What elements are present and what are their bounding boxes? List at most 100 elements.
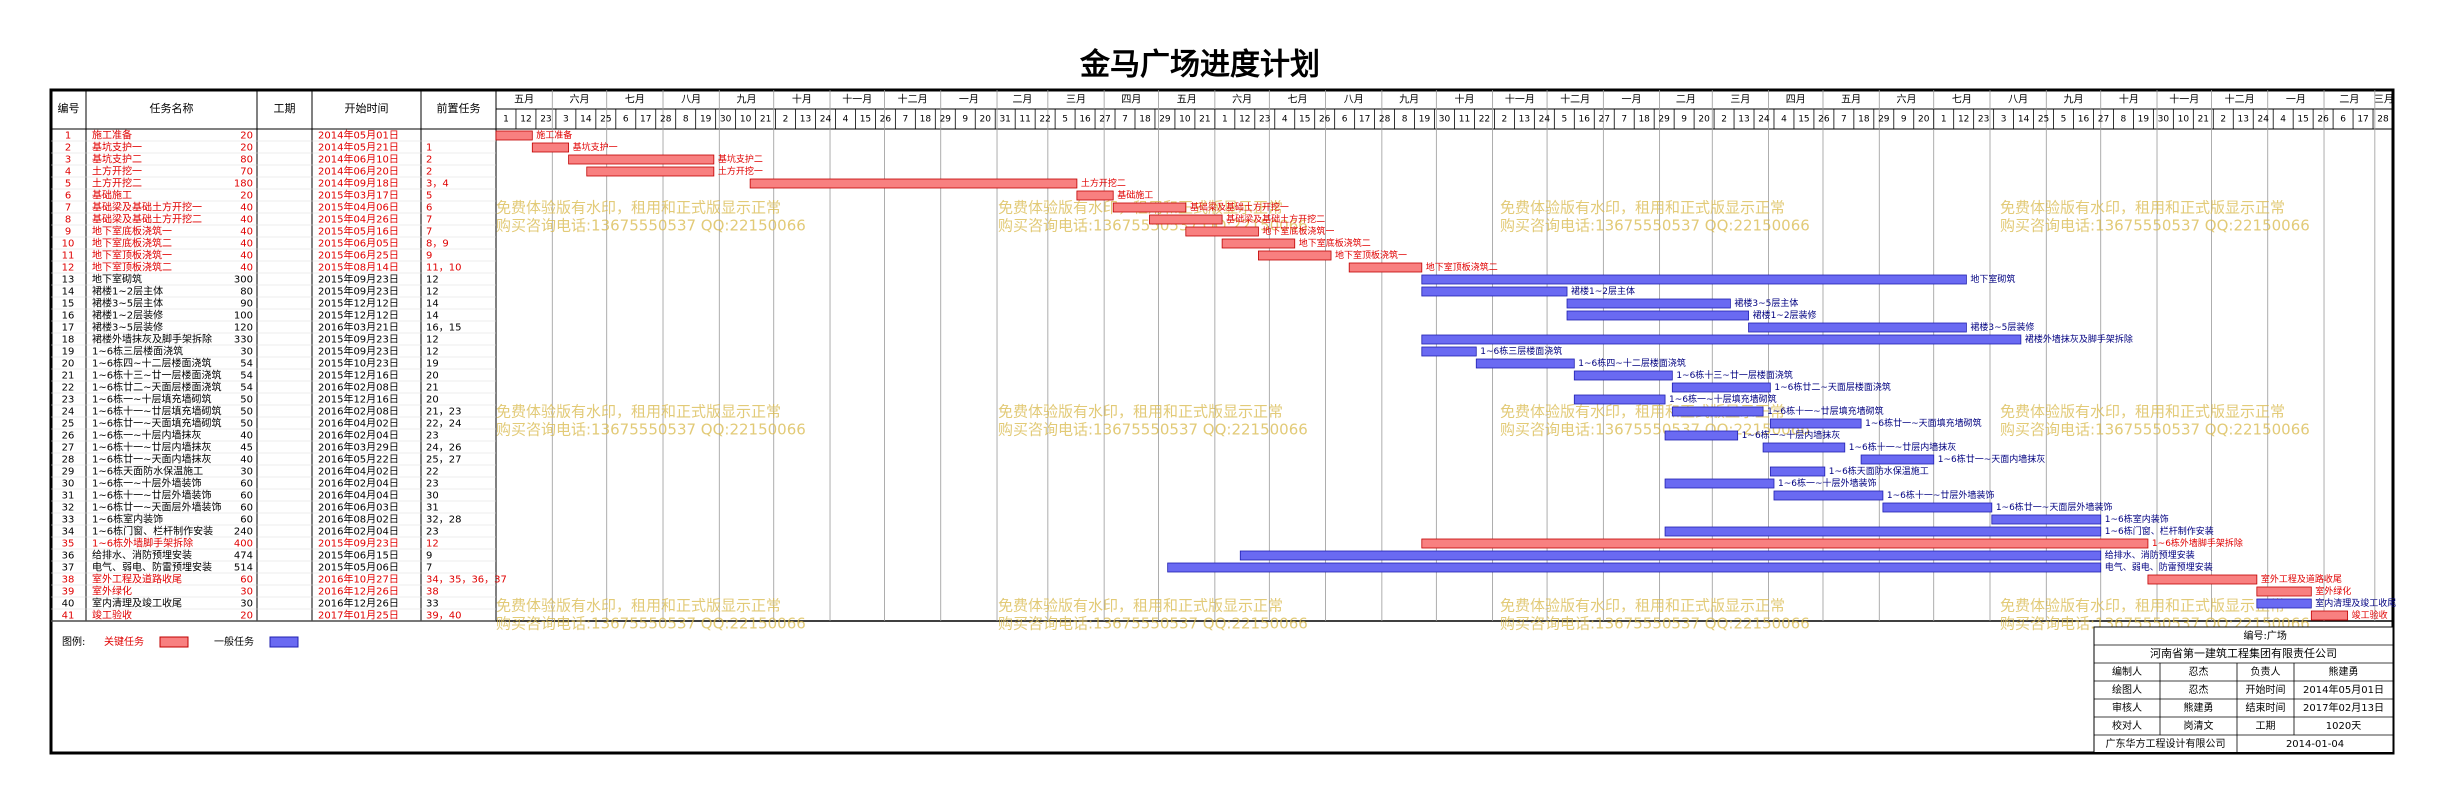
day-label: 13 [800,115,811,125]
task-bar [1573,394,1666,405]
task-id: 29 [62,467,75,478]
month-label: 十二月 [1560,93,1590,106]
bar-label: 基础梁及基础土方开挖二 [1226,213,1325,225]
task-duration: 120 [234,323,253,334]
task-predecessors: 22，24 [426,419,461,430]
day-label: 16 [2078,115,2090,125]
task-name: 1~6栋室内装饰 [92,513,163,526]
day-label: 15 [1299,115,1310,125]
day-label: 8 [683,115,689,125]
day-label: 6 [623,115,629,125]
day-label: 21 [1199,115,1210,125]
task-name: 裙楼1~2层装修 [92,309,163,322]
task-id: 32 [62,503,75,514]
task-bar [495,130,533,141]
task-predecessors: 12 [426,539,439,550]
bar-label: 1~6栋十一~廿层内墙抹灰 [1849,441,1957,453]
bar-label: 给排水、消防预埋安装 [2105,549,2195,561]
task-predecessors: 23 [426,527,439,538]
day-label: 21 [2198,115,2209,125]
month-label: 一月 [959,94,979,106]
task-duration: 40 [240,227,253,238]
bar-label: 1~6栋天面防水保温施工 [1829,465,1929,477]
day-label: 18 [1638,115,1650,125]
task-predecessors: 11，10 [426,263,461,274]
bar-label: 基础施工 [1117,189,1153,201]
day-label: 28 [2377,115,2389,125]
task-id: 22 [62,383,75,394]
task-name: 1~6栋三层楼面浇筑 [92,345,183,358]
task-predecessors: 8，9 [426,239,449,250]
bar-label: 基坑支护二 [718,153,763,165]
task-start: 2015年09月23日 [318,273,399,286]
task-bar [531,142,570,153]
task-start: 2015年09月23日 [318,345,399,358]
day-label: 2 [783,115,789,125]
task-duration: 50 [240,395,253,406]
task-start: 2016年12月26日 [318,585,399,598]
task-duration: 180 [234,179,253,190]
day-label: 11 [1019,115,1030,125]
day-label: 24 [2257,115,2269,125]
month-label: 十一月 [842,93,872,106]
task-start: 2016年04月02日 [318,417,399,430]
task-id: 30 [62,479,75,490]
month-label: 十月 [1454,93,1474,106]
bar-label: 地下室砌筑 [1970,273,2015,285]
page-title: 金马广场进度计划 [1079,48,1320,83]
task-predecessors: 23 [426,431,439,442]
task-bar [2256,586,2312,597]
task-predecessors: 1 [426,143,432,154]
month-label: 三月 [1066,94,1086,106]
task-predecessors: 12 [426,335,439,346]
task-name: 1~6栋天面防水保温施工 [92,465,203,478]
task-start: 2016年03月21日 [318,321,399,334]
task-name: 基坑支护一 [92,141,142,154]
task-id: 20 [62,359,75,370]
task-name: 室内清理及竣工收尾 [92,597,182,610]
month-label: 二月 [2339,94,2359,106]
bar-label: 1~6栋廿一~天面层外墙装饰 [1996,501,2113,513]
watermark: 免费体验版有水印，租用和正式版显示正常 [998,597,1283,615]
task-id: 5 [65,179,71,190]
task-bar [586,166,715,177]
day-label: 14 [580,115,592,125]
bar-label: 裙楼外墙抹灰及脚手架拆除 [2025,333,2133,345]
task-duration: 240 [234,527,253,538]
day-label: 18 [920,115,932,125]
watermark: 购买咨询电话:13675550537 QQ:22150066 [1500,217,1810,235]
day-label: 26 [2317,115,2329,125]
day-label: 4 [843,115,849,125]
info-company: 河南省第一建筑工程集团有限责任公司 [2150,646,2337,660]
task-id: 21 [62,371,75,382]
task-predecessors: 30 [426,491,439,502]
task-predecessors: 21 [426,383,439,394]
day-label: 7 [1621,115,1627,125]
task-name: 地下室砌筑 [92,273,142,286]
day-label: 3 [563,115,569,125]
month-label: 七月 [625,94,645,106]
task-duration: 90 [240,299,253,310]
task-start: 2016年12月26日 [318,597,399,610]
day-label: 17 [640,115,651,125]
watermark: 免费体验版有水印，租用和正式版显示正常 [1500,199,1785,217]
task-predecessors: 12 [426,275,439,286]
day-label: 9 [1681,115,1687,125]
task-predecessors: 20 [426,395,439,406]
task-duration: 60 [240,491,253,502]
info-cell: 1020天 [2326,721,2361,732]
day-label: 12 [520,115,531,125]
month-label: 四月 [1121,94,1141,106]
info-cell: 负责人 [2251,665,2281,678]
bar-label: 室外绿化 [2315,585,2351,597]
task-predecessors: 32，28 [426,515,461,526]
day-label: 23 [1978,115,1989,125]
day-label: 22 [1039,115,1050,125]
day-label: 9 [1901,115,1907,125]
day-label: 2 [1502,115,1508,125]
info-cell: 忍杰 [2189,666,2209,678]
bar-label: 裙楼3~5层主体 [1734,297,1798,309]
task-duration: 20 [240,611,253,622]
task-id: 7 [65,203,71,214]
task-start: 2015年03月17日 [318,189,399,202]
